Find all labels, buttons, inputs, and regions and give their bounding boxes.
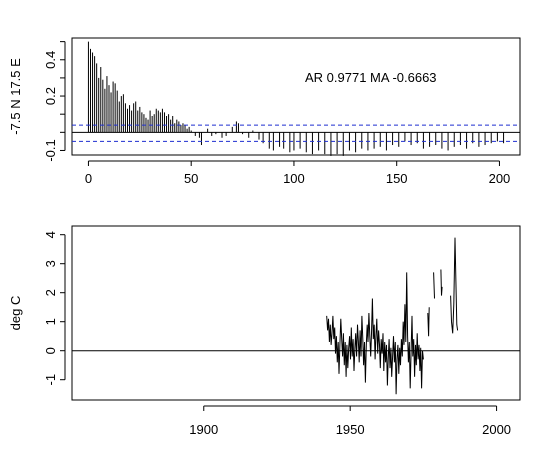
x-tick-label: 0	[85, 171, 92, 186]
temperature-series-line	[433, 272, 435, 299]
temperature-series-line	[427, 307, 430, 337]
temperature-series-line	[326, 272, 424, 395]
y-tick-label: 4	[43, 231, 58, 238]
y-axis-title: -7.5 N 17.5 E	[8, 58, 23, 135]
x-tick-label: 50	[184, 171, 198, 186]
x-tick-label: 200	[489, 171, 511, 186]
y-tick-label: -1	[43, 374, 58, 386]
y-tick-label: 1	[43, 318, 58, 325]
temperature-series-line	[450, 237, 459, 334]
x-tick-label: 100	[283, 171, 305, 186]
x-tick-label: 1900	[189, 422, 218, 437]
acf-panel: 0 50 100 150 200 -0.1 0.2 0.4 -7.5 N 17.5 E AR 0.…	[8, 37, 521, 186]
y-tick-label: 3	[43, 260, 58, 267]
plot-frame	[71, 225, 521, 401]
y-axis-title: deg C	[8, 296, 23, 331]
x-tick-label: 150	[386, 171, 408, 186]
model-annotation: AR 0.9771 MA -0.6663	[305, 70, 437, 85]
y-tick-label: 0.4	[43, 51, 58, 69]
y-tick-label: 0.2	[43, 87, 58, 105]
y-tick-label: 0	[43, 347, 58, 354]
y-tick-label: -0.1	[43, 139, 58, 161]
y-tick-label: 2	[43, 289, 58, 296]
x-tick-label: 1950	[336, 422, 365, 437]
temperature-panel: 1900 1950 2000 -1 0 1 2 3 4 deg C	[8, 225, 521, 437]
plot-frame	[71, 37, 521, 156]
temperature-series-line	[440, 269, 443, 296]
x-tick-label: 2000	[482, 422, 511, 437]
